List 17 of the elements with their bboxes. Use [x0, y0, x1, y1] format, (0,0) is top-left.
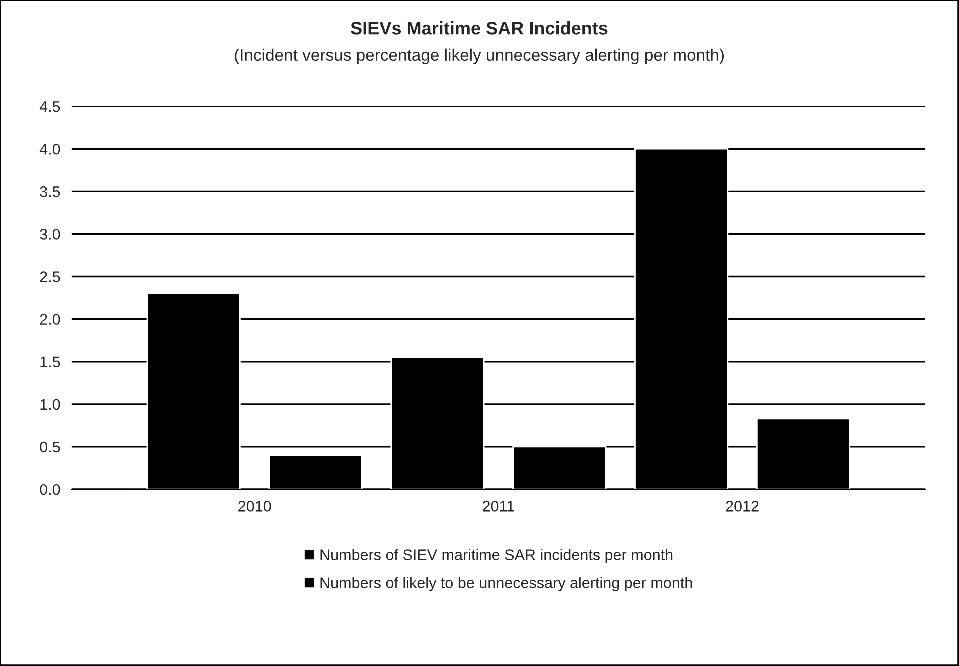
y-tick-label: 1.0: [40, 399, 60, 410]
y-tick-label: 2.0: [40, 314, 60, 325]
chart-subtitle: (Incident versus percentage likely unnecessary alerting per month): [235, 48, 724, 64]
legend-label: Numbers of likely to be unnecessary alerting per month: [320, 577, 692, 592]
x-tick-label: 2011: [483, 501, 514, 512]
legend-label: Numbers of SIEV maritime SAR incidents per month: [320, 549, 673, 564]
y-tick-label: 4.0: [40, 144, 60, 155]
y-tick-label: 0.0: [40, 484, 60, 496]
y-tick-label: 3.0: [40, 229, 60, 240]
y-tick-label: 2.5: [40, 272, 60, 282]
y-tick-label: 4.5: [40, 102, 60, 112]
y-tick-label: 1.5: [40, 356, 60, 368]
y-tick-label: 0.5: [40, 442, 60, 453]
y-tick-label: 3.5: [40, 186, 60, 198]
x-tick-label: 2012: [726, 501, 759, 512]
chart-title: SIEVs Maritime SAR Incidents: [351, 22, 608, 35]
x-tick-label: 2010: [238, 501, 272, 512]
